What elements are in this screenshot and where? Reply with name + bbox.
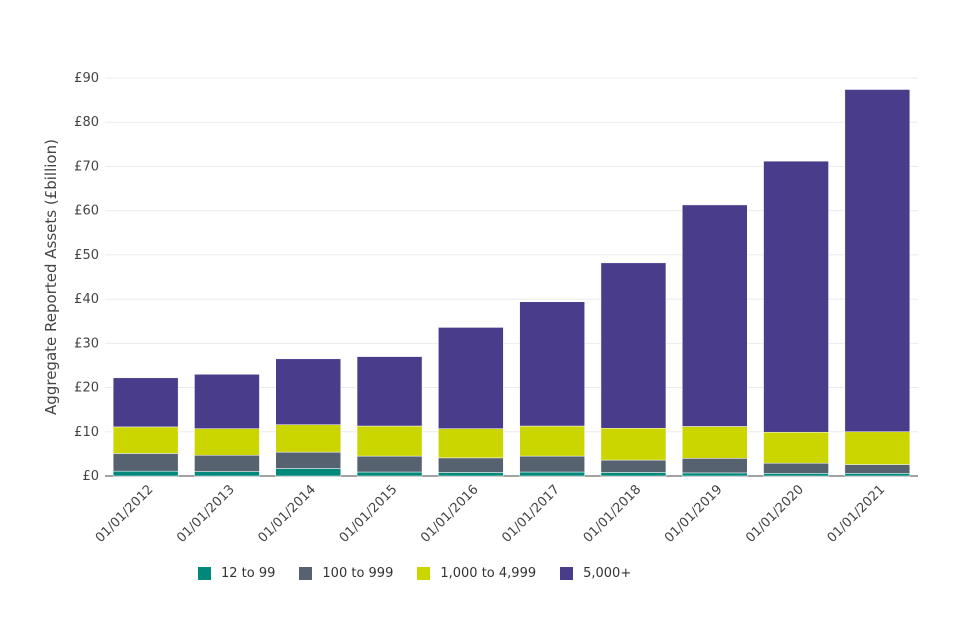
y-tick-label: £80: [74, 115, 99, 130]
x-tick-label: 01/01/2016: [418, 482, 482, 546]
x-tick-label: 01/01/2019: [662, 482, 726, 546]
legend-label: 1,000 to 4,999: [440, 566, 537, 581]
bar-segment: [763, 462, 829, 474]
legend-label: 12 to 99: [221, 566, 276, 581]
legend-swatch: [198, 567, 211, 580]
legend-label: 5,000+: [583, 566, 632, 581]
bar-segment: [519, 425, 585, 457]
bar-segment: [519, 301, 585, 427]
bar-segment: [763, 431, 829, 464]
x-tick-label: 01/01/2012: [93, 482, 157, 546]
bar-segment: [682, 472, 748, 477]
bar-segment: [844, 464, 911, 474]
bar-segment: [356, 356, 423, 427]
bar-segment: [275, 424, 341, 453]
bar-segment: [356, 455, 423, 473]
y-tick-label: £60: [74, 204, 99, 219]
bar-segment: [194, 428, 260, 456]
bar-segment: [519, 455, 585, 473]
bar-segment: [356, 425, 423, 457]
bar-segment: [844, 89, 911, 433]
y-tick-label: £70: [74, 159, 99, 174]
bar-segment: [275, 451, 341, 469]
bar-segment: [682, 426, 748, 459]
legend-swatch: [299, 567, 313, 580]
y-tick-label: £20: [74, 381, 99, 396]
y-axis-title: Aggregate Reported Assets (£billion): [42, 139, 60, 415]
bar-segment: [194, 471, 260, 477]
bar-segment: [600, 472, 667, 477]
legend-swatch: [560, 567, 574, 580]
bar-segment: [763, 473, 829, 477]
bar-segment: [275, 468, 341, 477]
bar-segment: [112, 426, 179, 454]
y-tick-label: £10: [74, 425, 99, 440]
legend-swatch: [417, 567, 431, 580]
bar-segment: [194, 374, 260, 429]
y-tick-label: £30: [74, 336, 99, 351]
bar-segment: [112, 453, 179, 472]
x-tick-label: 01/01/2021: [825, 482, 889, 546]
bar-segment: [112, 470, 179, 477]
bar-segment: [356, 471, 423, 477]
y-tick-label: £40: [74, 292, 99, 307]
legend-item[interactable]: 12 to 99: [198, 566, 275, 581]
legend-label: 100 to 999: [322, 566, 394, 581]
x-tick-label: 01/01/2018: [581, 482, 645, 546]
x-tick-label: 01/01/2017: [499, 482, 563, 546]
legend-item[interactable]: 100 to 999: [299, 566, 393, 581]
bar-segment: [438, 428, 504, 459]
bar-segment: [844, 473, 911, 477]
bar-segment: [763, 160, 829, 433]
x-tick-label: 01/01/2014: [255, 482, 319, 546]
legend-item[interactable]: 5,000+: [560, 566, 631, 581]
bar-segment: [112, 377, 179, 428]
bar-segment: [682, 204, 748, 427]
x-tick-label: 01/01/2013: [174, 482, 238, 546]
bar-segment: [438, 327, 504, 429]
y-tick-label: £90: [74, 71, 99, 86]
bar-segment: [682, 458, 748, 474]
bar-segment: [519, 471, 585, 477]
x-tick-label: 01/01/2015: [337, 482, 401, 546]
legend-item[interactable]: 1,000 to 4,999: [417, 566, 536, 581]
bar-segment: [438, 472, 504, 477]
bar-segment: [438, 457, 504, 473]
legend: 12 to 99 100 to 999 1,000 to 4,999 5,000+: [198, 566, 631, 581]
bar-segment: [600, 427, 667, 461]
bar-segment: [600, 459, 667, 473]
bar-segment: [275, 358, 341, 425]
bar-segment: [194, 454, 260, 472]
x-tick-label: 01/01/2020: [743, 482, 807, 546]
bar-segment: [844, 431, 911, 465]
bar-segment: [600, 262, 667, 429]
y-tick-label: £50: [74, 248, 99, 263]
y-tick-label: £0: [82, 469, 99, 484]
